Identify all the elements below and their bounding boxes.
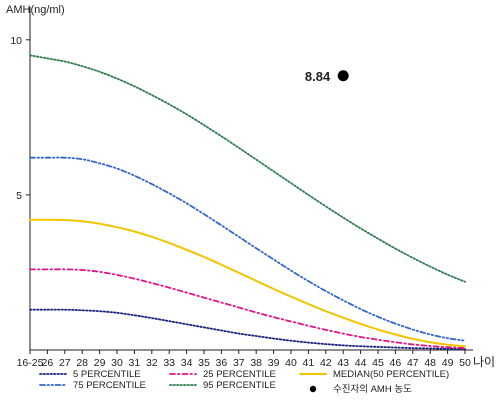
x-tick-label: 26 (42, 357, 54, 369)
legend-marker-label: 수진자의 AMH 농도 (333, 384, 412, 395)
x-tick-label: 40 (285, 357, 297, 369)
x-tick-label: 34 (181, 357, 193, 369)
x-tick-label: 31 (129, 357, 141, 369)
x-tick-label: 30 (111, 357, 123, 369)
y-tick-label: 10 (10, 35, 22, 47)
x-tick-label: 27 (59, 357, 71, 369)
series-line-3 (29, 156, 466, 342)
legend-label-2: MEDIAN(50 PERCENTILE) (333, 369, 449, 380)
x-tick-label: 43 (337, 357, 349, 369)
series-line-1 (29, 268, 466, 350)
y-ticks: 5 10 (10, 35, 30, 202)
series-line-0 (29, 308, 466, 350)
x-tick-label: 49 (442, 357, 454, 369)
x-tick-label: 42 (320, 357, 332, 369)
x-tick-label: 50 (459, 357, 471, 369)
legend-label-3: 75 PERCENTILE (73, 380, 146, 391)
x-tick-label: 36 (216, 357, 228, 369)
x-tick-label: 16-25 (17, 357, 44, 369)
x-tick-label: 33 (163, 357, 175, 369)
x-tick-label: 46 (390, 357, 402, 369)
x-tick-label: 29 (94, 357, 106, 369)
x-tick-label: 35 (198, 357, 210, 369)
legend-label-0: 5 PERCENTILE (73, 369, 141, 380)
x-tick-label: 48 (424, 357, 436, 369)
x-tick-label: 41 (303, 357, 315, 369)
x-tick-label: 39 (268, 357, 280, 369)
x-tick-label: 45 (372, 357, 384, 369)
x-tick-label: 37 (233, 357, 245, 369)
legend-marker-swatch (309, 385, 317, 393)
chart-axes (29, 7, 473, 351)
patient-marker: 8.84 (305, 69, 349, 84)
x-tick-label: 38 (250, 357, 262, 369)
x-tick-label: 28 (76, 357, 88, 369)
series-line-4 (29, 54, 466, 283)
x-tick-label: 44 (355, 357, 367, 369)
series-lines (29, 54, 466, 350)
series-line-2 (29, 218, 466, 348)
x-tick-label: 32 (146, 357, 158, 369)
y-tick-label: 5 (16, 190, 22, 202)
x-axis-title: 나이 (473, 355, 495, 369)
legend-label-1: 25 PERCENTILE (203, 369, 276, 380)
legend: 5 PERCENTILE 25 PERCENTILE MEDIAN(50 PERCE… (39, 369, 449, 395)
patient-value-label: 8.84 (305, 69, 331, 84)
legend-label-4: 95 PERCENTILE (203, 380, 276, 391)
y-axis-title: AMH(ng/ml) (6, 4, 65, 16)
x-tick-label: 47 (407, 357, 419, 369)
patient-point (337, 70, 349, 82)
